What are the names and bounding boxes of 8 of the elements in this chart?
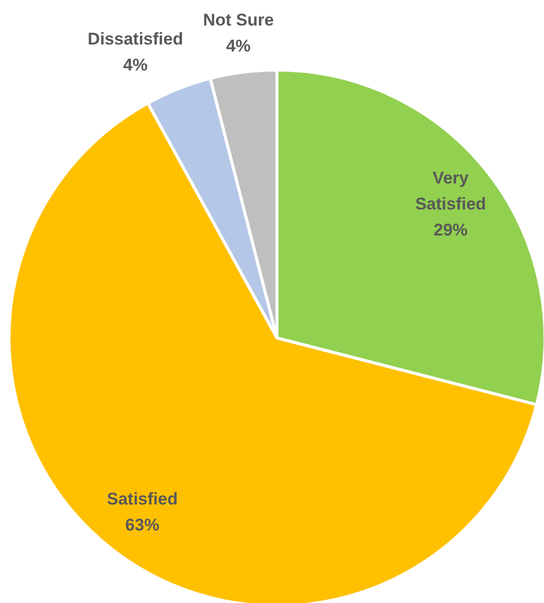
slice-label: Satisfied — [106, 490, 178, 509]
data-label: 63% — [125, 516, 160, 535]
data-label: 4% — [226, 36, 251, 56]
slice-label: Very Satisfied — [415, 168, 486, 214]
slice-label: Not Sure — [202, 10, 274, 30]
data-label: 4% — [123, 56, 148, 75]
slice-label: Dissatisfied — [88, 30, 184, 49]
data-label: 29% — [434, 220, 468, 240]
